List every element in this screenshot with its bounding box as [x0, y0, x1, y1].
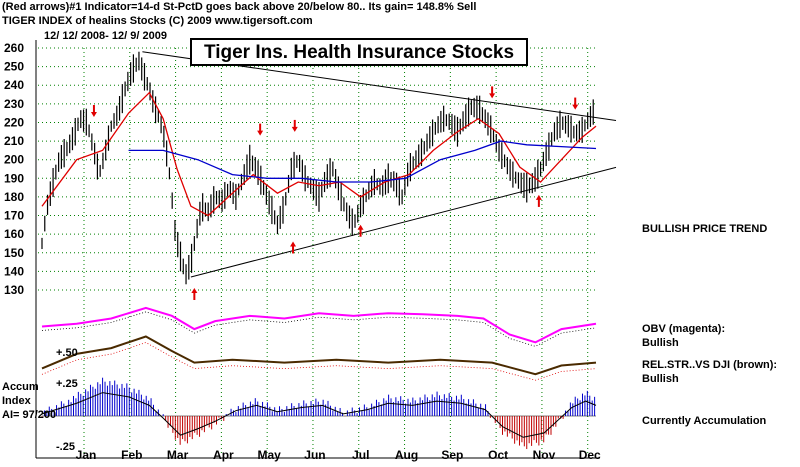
y-tick-label: 180	[4, 190, 24, 204]
sell-arrow-head	[572, 104, 579, 110]
y-tick-label: 240	[4, 78, 24, 92]
support-trendline	[190, 166, 617, 278]
y-tick-label: 190	[4, 171, 24, 185]
accum-ma-line	[41, 392, 597, 438]
x-tick-label: Apr	[213, 448, 234, 462]
short-moving-average-line	[41, 91, 597, 217]
x-tick-label: Jul	[352, 448, 369, 462]
x-tick-label: Aug	[395, 448, 418, 462]
accum-ai: AI= 97/200	[2, 409, 57, 421]
x-tick-label: Feb	[121, 448, 142, 462]
y-tick-label: 250	[4, 60, 24, 74]
obv-label: OBV (magenta):	[642, 323, 726, 335]
x-tick-label: Jan	[76, 448, 97, 462]
obv-status: Bullish	[642, 337, 679, 349]
x-tick-label: Nov	[533, 448, 556, 462]
accum-minus25: -.25	[56, 441, 75, 453]
y-tick-label: 200	[4, 153, 24, 167]
x-tick-label: Sep	[441, 448, 463, 462]
x-tick-label: May	[257, 448, 281, 462]
buy-arrow-head	[290, 241, 297, 247]
buy-arrow-head	[535, 194, 542, 200]
y-tick-label: 220	[4, 115, 24, 129]
y-tick-label: 170	[4, 209, 24, 223]
long-moving-average-line	[128, 140, 597, 183]
y-tick-label: 210	[4, 134, 24, 148]
y-tick-label: 130	[4, 283, 24, 297]
x-tick-label: Jun	[304, 448, 325, 462]
obv-line	[41, 306, 597, 344]
header-line-1: (Red arrows)#1 Indicator=14-d St-PctD go…	[2, 1, 477, 13]
accum-status: Currently Accumulation	[642, 415, 767, 427]
sell-arrow-head	[90, 112, 97, 118]
x-tick-label: Dec	[579, 448, 601, 462]
price-trend-label: BULLISH PRICE TREND	[642, 223, 768, 235]
date-range: 12/ 12/ 2008- 12/ 9/ 2009	[44, 30, 167, 42]
rel-strength-ma-line	[41, 342, 597, 381]
obv-ma-line	[41, 311, 597, 347]
y-tick-label: 230	[4, 97, 24, 111]
y-tick-label: 140	[4, 264, 24, 278]
accum-plus50: +.50	[56, 347, 78, 359]
chart-title: Tiger Ins. Health Insurance Stocks	[190, 38, 528, 66]
sell-arrow-head	[291, 126, 298, 132]
sell-arrow-head	[257, 130, 264, 136]
x-tick-label: Mar	[167, 448, 189, 462]
buy-arrow-head	[357, 224, 364, 230]
y-tick-label: 150	[4, 246, 24, 260]
header-line-2: TIGER INDEX of healins Stocks (C) 2009 w…	[2, 15, 313, 27]
buy-arrow-head	[191, 288, 198, 293]
sell-arrow-head	[489, 93, 496, 99]
rel-strength-status: Bullish	[642, 373, 679, 385]
x-tick-label: Oct	[488, 448, 508, 462]
accum-title: Accum	[2, 381, 39, 393]
rel-strength-label: REL.STR..VS DJI (brown):	[642, 359, 778, 371]
y-tick-label: 260	[4, 41, 24, 55]
y-tick-label: 160	[4, 227, 24, 241]
rel-strength-line	[41, 335, 597, 376]
accum-index-title: Index	[2, 395, 31, 407]
accum-plus25: +.25	[56, 378, 78, 390]
